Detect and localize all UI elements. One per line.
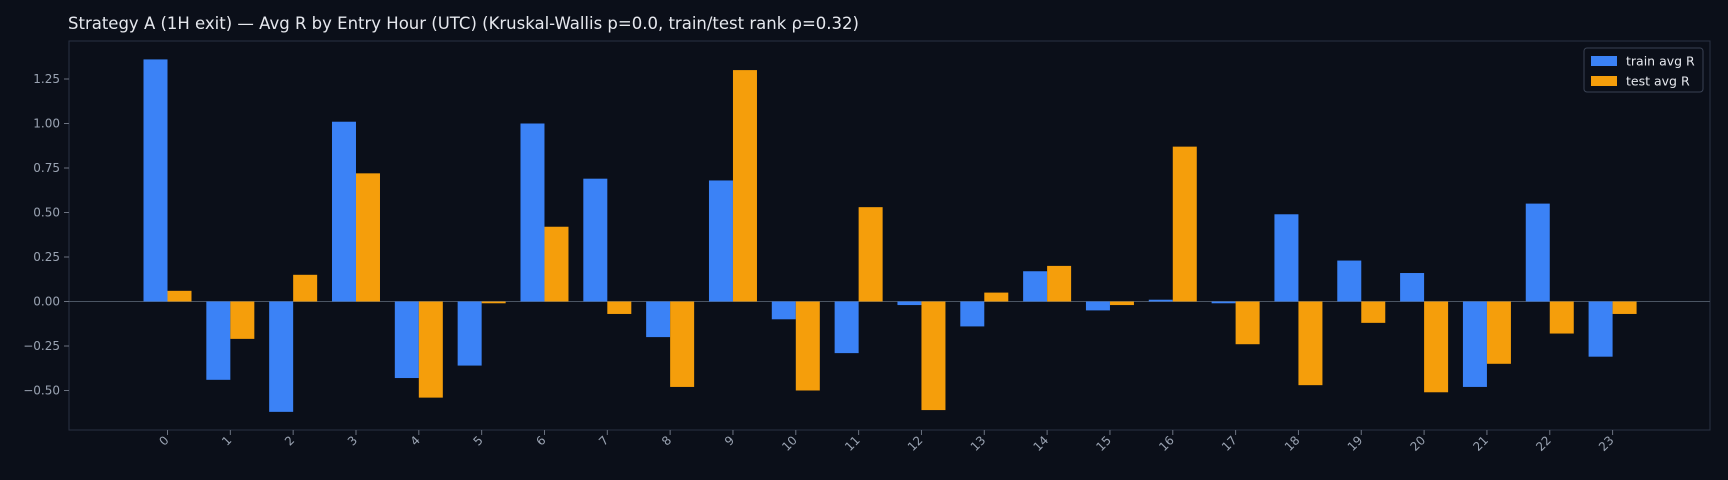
bar-train [646, 301, 671, 338]
bar-train [960, 301, 985, 327]
bar-test [481, 301, 506, 304]
y-tick-label: −0.50 [23, 384, 60, 398]
bar-train [708, 180, 733, 302]
bar-train [457, 301, 482, 366]
bar-test [607, 301, 632, 314]
x-tick-label: 2 [282, 433, 297, 448]
bar-train [206, 301, 231, 380]
bar-test [1235, 301, 1260, 345]
x-tick-label: 13 [968, 433, 989, 454]
bar-train [394, 301, 419, 379]
bar-train [1148, 299, 1173, 302]
bar-train [897, 301, 922, 306]
x-tick-label: 0 [156, 433, 171, 448]
bar-test [544, 226, 569, 302]
bar-train [1274, 214, 1299, 302]
chart-title: Strategy A (1H exit) — Avg R by Entry Ho… [68, 14, 859, 33]
bar-test [418, 301, 443, 398]
x-tick-label: 23 [1596, 433, 1617, 454]
y-tick-label: 1.25 [33, 72, 60, 86]
bar-train [834, 301, 859, 354]
y-tick-label: 0.75 [33, 161, 60, 175]
x-tick-label: 20 [1408, 433, 1429, 454]
x-tick-label: 4 [408, 433, 423, 448]
bar-test [921, 301, 946, 411]
y-tick-label: 1.00 [33, 117, 60, 131]
bar-train [583, 178, 608, 302]
bar-test [1298, 301, 1323, 386]
bar-test [984, 292, 1009, 302]
bar-test [858, 207, 883, 302]
bar-test [1424, 301, 1449, 393]
x-tick-label: 12 [905, 433, 926, 454]
x-tick-label: 5 [470, 433, 485, 448]
bar-train [1588, 301, 1613, 357]
bar-test [1047, 265, 1072, 302]
x-tick-label: 21 [1470, 433, 1491, 454]
bar-test [1109, 301, 1134, 306]
x-tick-label: 7 [596, 433, 611, 448]
bar-train [1085, 301, 1110, 311]
x-tick-label: 6 [533, 433, 548, 448]
y-tick-label: 0.00 [33, 295, 60, 309]
bar-train [771, 301, 796, 320]
x-tick-label: 10 [779, 433, 800, 454]
bar-test [795, 301, 820, 391]
bar-train [1023, 271, 1048, 302]
y-tick-label: 0.50 [33, 206, 60, 220]
x-tick-label: 17 [1219, 433, 1240, 454]
bar-test [167, 290, 192, 302]
x-tick-label: 22 [1533, 433, 1554, 454]
x-tick-label: 1 [219, 433, 234, 448]
bar-test [732, 70, 757, 302]
bar-test [1549, 301, 1574, 334]
x-tick-label: 3 [345, 433, 360, 448]
bar-train [269, 301, 294, 412]
x-tick-label: 14 [1031, 433, 1052, 454]
legend-swatch-train [1591, 56, 1617, 66]
bar-train [1462, 301, 1487, 387]
legend-label-test: test avg R [1626, 74, 1690, 89]
bar-test [230, 301, 255, 339]
bar-train [1337, 260, 1362, 302]
bar-train [1211, 301, 1236, 304]
x-tick-label: 11 [842, 433, 863, 454]
legend-label-train: train avg R [1626, 54, 1695, 69]
bar-train [1400, 273, 1425, 302]
bar-train [1525, 203, 1550, 302]
bar-test [670, 301, 695, 387]
bar-test [1172, 146, 1197, 302]
bar-test [1486, 301, 1511, 364]
x-tick-label: 18 [1282, 433, 1303, 454]
bar-test [1612, 301, 1637, 314]
legend-swatch-test [1591, 76, 1617, 86]
bar-test [293, 274, 318, 302]
bar-test [1361, 301, 1386, 323]
bar-test [355, 173, 380, 302]
y-tick-label: −0.25 [23, 339, 60, 353]
bar-train [143, 59, 168, 302]
bar-train [520, 123, 545, 302]
x-tick-label: 19 [1345, 433, 1366, 454]
bar-train [331, 121, 356, 302]
x-tick-label: 16 [1156, 433, 1177, 454]
x-tick-label: 9 [722, 433, 737, 448]
y-tick-label: 0.25 [33, 250, 60, 264]
x-tick-label: 15 [1093, 433, 1114, 454]
x-tick-label: 8 [659, 433, 674, 448]
